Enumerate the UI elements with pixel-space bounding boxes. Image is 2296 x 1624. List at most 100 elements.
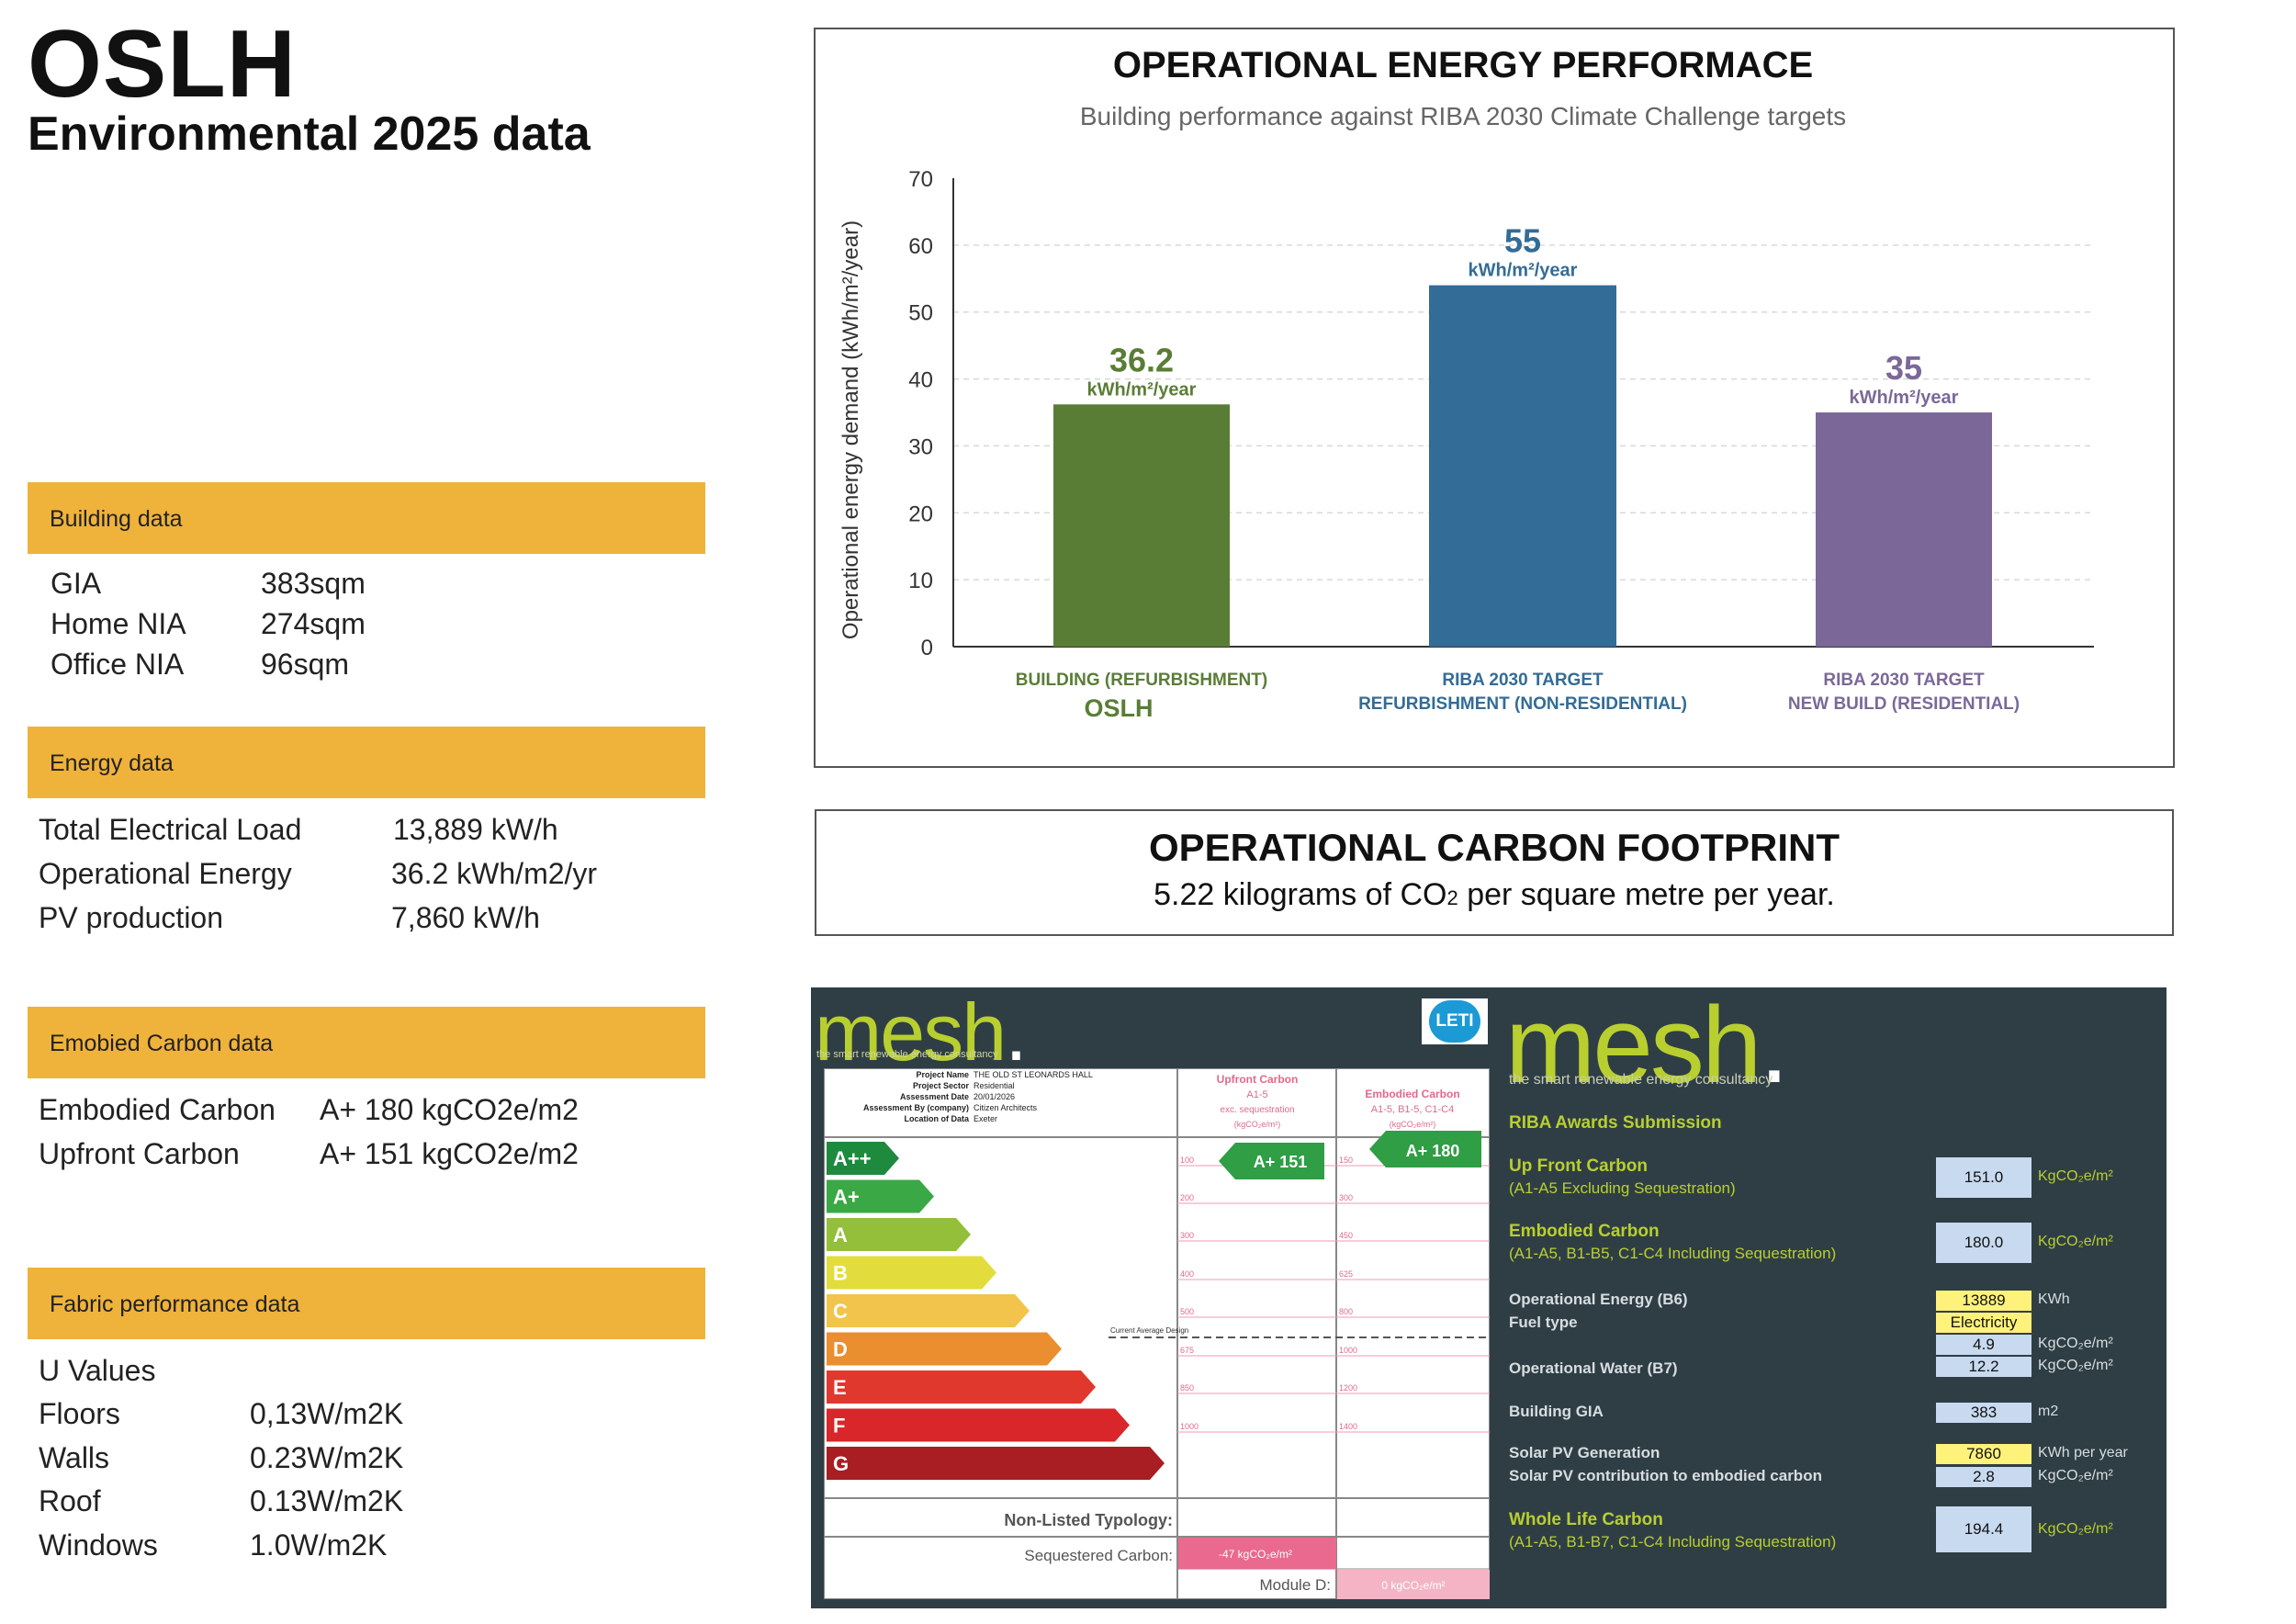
- project-info-value: THE OLD ST LEONARDS HALL: [974, 1070, 1093, 1079]
- upfront-carbon-value: 151.0: [1936, 1157, 2032, 1198]
- operational-energy-unit: KWh: [2038, 1291, 2070, 1307]
- grade-label: F: [833, 1415, 845, 1438]
- building-value-home-nia: 274sqm: [261, 607, 366, 640]
- mesh-tagline-small: the smart renewable energy consultancy: [816, 1049, 998, 1060]
- whole-life-carbon-unit: KgCO₂e/m²: [2038, 1521, 2113, 1537]
- operational-water-title: Operational Water (B7): [1509, 1359, 1678, 1377]
- upfront-carbon-unit: KgCO₂e/m²: [2038, 1168, 2113, 1184]
- embodied-value-upfront: A+ 151 kgCO2e/m2: [320, 1137, 579, 1170]
- solar-pv-unit: KWh per year: [2038, 1445, 2128, 1460]
- y-tick-label: 0: [921, 636, 933, 660]
- project-info-value: Citizen Architects: [974, 1103, 1038, 1112]
- building-value-office-nia: 96sqm: [261, 648, 350, 681]
- operational-energy-value: 13889: [1936, 1291, 2032, 1311]
- mesh-panel: mesh. the smart renewable energy consult…: [811, 985, 2167, 1608]
- bar-unit-label: kWh/m²/year: [1087, 379, 1197, 400]
- grade-arrow: [827, 1408, 1130, 1442]
- grade-arrow: [827, 1142, 899, 1175]
- upfront-col-sub1: A1-5: [1246, 1089, 1267, 1100]
- module-d-cell: [1337, 1570, 1490, 1599]
- y-tick-label: 20: [908, 502, 933, 526]
- building-gia-title: Building GIA: [1509, 1403, 1604, 1420]
- scale-tick: 625: [1339, 1269, 1353, 1279]
- embodied-carbon-sub: (A1-A5, B1-B5, C1-C4 Including Sequestra…: [1509, 1245, 1837, 1262]
- bar-unit-label: kWh/m²/year: [1469, 261, 1578, 281]
- bar-unit-label: kWh/m²/year: [1850, 388, 1959, 408]
- project-info-value: 20/01/2026: [974, 1092, 1015, 1101]
- mesh-logo-large: mesh.: [1505, 985, 1789, 1106]
- embodied-data-header: Emobied Carbon data: [28, 1007, 705, 1078]
- upfront-col-sub3: (kgCO₂e/m²): [1234, 1120, 1281, 1129]
- bar-value-label: 36.2: [1109, 341, 1174, 378]
- project-info-value: Residential: [974, 1081, 1015, 1090]
- building-value-gia: 383sqm: [261, 567, 366, 600]
- grade-label: C: [833, 1300, 848, 1323]
- solar-pv-value: 7860: [1936, 1444, 2032, 1464]
- energy-chart: OPERATIONAL ENERGY PERFORMACE Building p…: [838, 45, 2094, 722]
- embodied-label-embodied: Embodied Carbon: [39, 1093, 276, 1126]
- grade-arrow: [827, 1179, 934, 1213]
- scale-tick: 300: [1180, 1231, 1194, 1240]
- scale-tick: 1200: [1339, 1383, 1357, 1393]
- energy-chart-box: OPERATIONAL ENERGY PERFORMACE Building p…: [814, 28, 2175, 768]
- scale-tick: 1400: [1339, 1422, 1357, 1431]
- y-tick-label: 60: [908, 234, 933, 259]
- grade-label: A+: [833, 1186, 860, 1209]
- chart-y-axis-label: Operational energy demand (kWh/m²/year): [838, 220, 863, 639]
- grade-arrow: [827, 1370, 1096, 1404]
- fabric-label-walls: Walls: [39, 1441, 110, 1474]
- energy-data-header: Energy data: [28, 727, 705, 798]
- solar-pv-title: Solar PV Generation: [1509, 1444, 1660, 1461]
- building-gia-unit: m2: [2038, 1404, 2059, 1419]
- energy-value-operational: 36.2 kWh/m2/yr: [391, 857, 598, 890]
- solar-pv-contribution-value: 2.8: [1936, 1467, 2032, 1487]
- embodied-col-sub1: A1-5, B1-5, C1-C4: [1371, 1104, 1454, 1115]
- fuel-type-label: Fuel type: [1509, 1314, 1578, 1331]
- leti-logo: LETI: [1429, 1000, 1480, 1043]
- bar-value-label: 55: [1504, 222, 1541, 260]
- upfront-carbon-title: Up Front Carbon: [1509, 1156, 1648, 1176]
- x-category-label: BUILDING (REFURBISHMENT): [1016, 671, 1267, 690]
- fabric-value-windows: 1.0W/m2K: [250, 1528, 388, 1562]
- scale-tick: 800: [1339, 1307, 1353, 1316]
- sequestered-carbon-value: -47 kgCO₂e/m²: [1219, 1548, 1292, 1561]
- x-category-label: RIBA 2030 TARGET: [1823, 671, 1985, 690]
- embodied-value-embodied: A+ 180 kgCO2e/m2: [320, 1093, 579, 1126]
- operational-energy-carbon-value: 4.9: [1936, 1335, 2032, 1355]
- project-info-label: Assessment Date: [900, 1092, 969, 1101]
- module-d-value: 0 kgCO₂e/m²: [1381, 1579, 1445, 1592]
- project-info-label: Assessment By (company): [863, 1103, 969, 1112]
- leti-badge-bg: LETI: [1422, 998, 1488, 1044]
- embodied-label-upfront: Upfront Carbon: [39, 1137, 240, 1170]
- building-label-gia: GIA: [51, 567, 102, 600]
- fabric-data-header: Fabric performance data: [28, 1268, 705, 1339]
- bar: [1429, 285, 1616, 647]
- operational-water-unit: KgCO₂e/m²: [2038, 1358, 2113, 1373]
- y-tick-label: 40: [908, 368, 933, 393]
- riba-awards-heading: RIBA Awards Submission: [1509, 1113, 1722, 1133]
- energy-value-pv: 7,860 kW/h: [391, 901, 540, 934]
- scale-tick: 675: [1180, 1346, 1194, 1355]
- module-d-label: Module D:: [1260, 1576, 1331, 1594]
- embodied-col-title: Embodied Carbon: [1365, 1088, 1459, 1100]
- building-gia-value: 383: [1936, 1403, 2032, 1423]
- carbon-footprint-title: OPERATIONAL CARBON FOOTPRINT: [1148, 826, 1840, 869]
- grade-label: A: [833, 1224, 848, 1246]
- fabric-u-values: U Values: [39, 1354, 156, 1387]
- project-info-label: Project Sector: [913, 1081, 970, 1090]
- x-category-label-2: OSLH: [1084, 694, 1153, 722]
- carbon-footprint-text: 5.22 kilograms of CO2 per square metre p…: [1154, 877, 1835, 912]
- y-tick-label: 70: [908, 167, 933, 192]
- grade-label: G: [833, 1452, 849, 1475]
- scale-tick: 200: [1180, 1193, 1194, 1202]
- grade-arrow: [827, 1218, 971, 1251]
- building-label-office-nia: Office NIA: [51, 648, 185, 681]
- fabric-label-roof: Roof: [39, 1484, 101, 1517]
- scale-tick: 1000: [1180, 1422, 1199, 1431]
- grade-arrow: [827, 1294, 1030, 1327]
- mesh-rating-graphic: Project Name THE OLD ST LEONARDS HALL Proj…: [823, 1067, 1491, 1600]
- x-category-label: RIBA 2030 TARGET: [1442, 671, 1604, 690]
- grade-arrow: [827, 1256, 996, 1290]
- grade-arrow: [827, 1447, 1165, 1480]
- grade-label: D: [833, 1338, 848, 1361]
